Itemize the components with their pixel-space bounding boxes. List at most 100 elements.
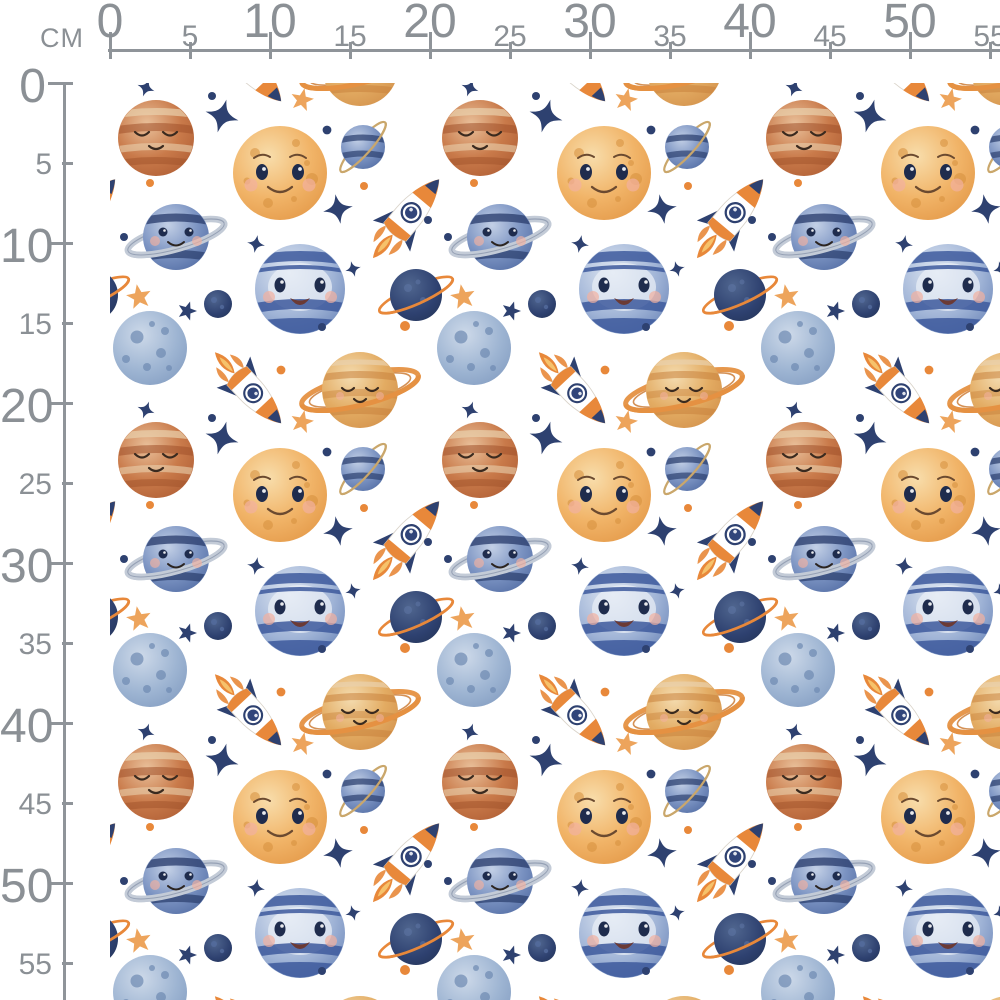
dot-orange	[794, 179, 802, 187]
left-ruler-label: 35	[18, 628, 52, 661]
dot-navy	[208, 736, 216, 744]
left-ruler-tick	[48, 721, 73, 725]
left-ruler-tick	[62, 481, 73, 485]
top-ruler-label: 5	[181, 20, 199, 53]
top-ruler-label: 15	[333, 20, 367, 53]
navy-moon	[528, 290, 556, 318]
left-ruler-tick	[48, 241, 73, 245]
top-ruler-label: 0	[96, 0, 124, 48]
dot-navy	[424, 538, 432, 546]
top-ruler-tick	[188, 42, 192, 59]
space-pattern-image	[110, 83, 1000, 1000]
dot-navy	[318, 323, 326, 331]
dot-navy	[318, 645, 326, 653]
left-ruler-label: 15	[18, 308, 52, 341]
dot-navy	[424, 860, 432, 868]
dot-orange	[146, 501, 154, 509]
dot-navy	[318, 967, 326, 975]
top-ruler-line	[108, 49, 1000, 52]
rust-planet-face	[442, 422, 518, 498]
fabric-pattern-preview[interactable]	[110, 83, 1000, 1000]
dot-orange	[146, 179, 154, 187]
dot-navy	[970, 125, 980, 135]
top-ruler-tick	[908, 32, 912, 59]
dot-navy	[966, 323, 974, 331]
left-ruler-label: 20	[0, 380, 54, 433]
dot-navy	[768, 555, 776, 563]
left-ruler-tick	[48, 401, 73, 405]
dot-orange	[794, 823, 802, 831]
top-ruler-label: 35	[653, 20, 687, 53]
dot-navy	[970, 769, 980, 779]
left-ruler-label: 45	[18, 788, 52, 821]
left-ruler-label: 5	[35, 148, 52, 181]
dot-navy	[322, 447, 332, 457]
dot-navy	[424, 216, 432, 224]
rust-planet-face	[766, 100, 842, 176]
left-ruler-tick	[62, 801, 73, 805]
dot-navy	[646, 447, 656, 457]
orange-moon-face	[555, 124, 653, 222]
top-ruler-tick	[748, 32, 752, 59]
left-ruler-tick	[62, 641, 73, 645]
navy-moon	[204, 612, 232, 640]
dot-navy	[642, 967, 650, 975]
rust-planet-face	[118, 422, 194, 498]
dot-navy	[208, 92, 216, 100]
rust-planet-face	[766, 744, 842, 820]
top-ruler-tick	[668, 42, 672, 59]
dot-navy	[748, 860, 756, 868]
left-ruler-tick	[62, 961, 73, 965]
top-ruler-label: 25	[493, 20, 527, 53]
light-blue-moon	[437, 633, 511, 707]
dot-navy	[120, 877, 128, 885]
dot-navy	[748, 538, 756, 546]
dot-orange	[470, 501, 478, 509]
left-ruler-tick	[48, 81, 73, 85]
blue-striped-planet-face	[903, 244, 993, 334]
dot-navy	[642, 645, 650, 653]
unit-label: CM	[40, 23, 84, 53]
dot-orange	[276, 687, 286, 697]
rust-planet-face	[118, 100, 194, 176]
dot-orange	[724, 321, 734, 331]
dot-navy	[966, 645, 974, 653]
dot-orange	[724, 643, 734, 653]
light-blue-moon	[437, 311, 511, 385]
light-blue-moon	[113, 633, 187, 707]
dot-orange	[360, 826, 368, 834]
blue-striped-planet-face	[579, 244, 669, 334]
dot-navy	[532, 736, 540, 744]
dot-orange	[400, 321, 410, 331]
top-ruler-label: 40	[723, 0, 777, 48]
top-ruler-tick	[268, 32, 272, 59]
left-ruler-label: 25	[18, 468, 52, 501]
light-blue-moon	[113, 311, 187, 385]
blue-striped-planet-face	[255, 244, 345, 334]
top-ruler-tick	[588, 32, 592, 59]
dot-navy	[966, 967, 974, 975]
orange-moon-face	[879, 124, 977, 222]
top-ruler-label: 45	[813, 20, 847, 53]
dot-orange	[470, 823, 478, 831]
orange-moon-face	[555, 768, 653, 866]
top-ruler-label: 10	[243, 0, 297, 48]
dot-navy	[444, 877, 452, 885]
dot-orange	[794, 501, 802, 509]
dot-orange	[684, 826, 692, 834]
left-ruler-tick	[48, 881, 73, 885]
navy-moon	[852, 612, 880, 640]
dot-orange	[360, 504, 368, 512]
dot-navy	[856, 736, 864, 744]
orange-moon-face	[555, 446, 653, 544]
top-ruler-label: 20	[403, 0, 457, 48]
dot-navy	[444, 233, 452, 241]
rust-planet-face	[766, 422, 842, 498]
top-ruler-tick	[108, 32, 112, 59]
left-ruler-line	[63, 82, 66, 1000]
orange-moon-face	[231, 124, 329, 222]
navy-moon	[852, 934, 880, 962]
dot-orange	[724, 965, 734, 975]
dot-orange	[684, 182, 692, 190]
orange-moon-face	[231, 446, 329, 544]
